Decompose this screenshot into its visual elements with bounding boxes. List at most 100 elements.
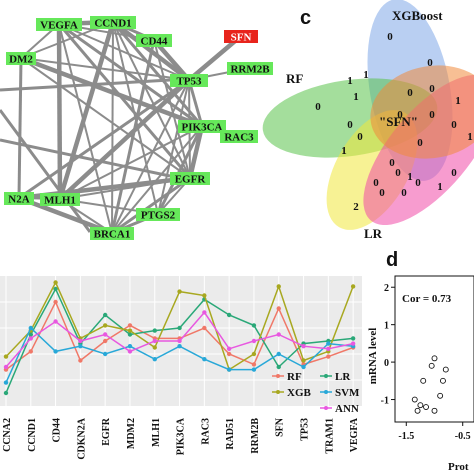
venn-region-value: 0 bbox=[347, 119, 353, 131]
line-series-point bbox=[326, 354, 331, 359]
line-series-point bbox=[226, 312, 232, 318]
network-edge-ccnd1-egfr bbox=[112, 21, 191, 179]
line-chart-x-tick: TP53 bbox=[300, 418, 311, 441]
network-node-box bbox=[136, 34, 172, 47]
network-node-label: EGFR bbox=[175, 174, 207, 186]
legend-swatch-dot bbox=[276, 374, 280, 378]
venn-region-value: 2 bbox=[353, 201, 359, 213]
line-series-point bbox=[177, 289, 182, 294]
network-node-box bbox=[90, 16, 136, 29]
line-series-point bbox=[102, 338, 108, 344]
venn-ellipses bbox=[262, 0, 474, 230]
network-node-label: VEGFA bbox=[40, 20, 78, 32]
line-series-point bbox=[202, 357, 207, 362]
line-series-point bbox=[251, 351, 257, 357]
legend-swatch-dot bbox=[324, 406, 328, 410]
line-series-point bbox=[276, 332, 281, 337]
venn-region-value: 0 bbox=[429, 83, 435, 95]
venn-region-value: 1 bbox=[363, 69, 369, 81]
line-series-point bbox=[326, 346, 331, 351]
venn-region-value: 0 bbox=[451, 167, 457, 179]
line-series-point bbox=[226, 367, 232, 372]
scatter-chart: d Cor = 0.73 2 1 0 -1 -1.5 -0.5 mRNA level P… bbox=[367, 249, 474, 473]
line-series-point bbox=[53, 280, 58, 285]
line-chart-legend: RF LR XGB SVM ANN bbox=[272, 371, 360, 415]
line-chart-x-tick: CCND1 bbox=[27, 418, 38, 452]
legend-label: SVM bbox=[335, 387, 360, 399]
venn-region-value: 1 bbox=[455, 95, 461, 107]
venn-region-value: 0 bbox=[401, 187, 407, 199]
network-edge-vegfa-egfr bbox=[57, 23, 192, 179]
network-edge-tp53-ptgs2 bbox=[157, 79, 190, 215]
line-series-point bbox=[276, 284, 281, 289]
legend-entry-lr: LR bbox=[320, 371, 351, 383]
line-series-point bbox=[301, 344, 306, 349]
network-node-box bbox=[40, 193, 80, 206]
line-series-point bbox=[28, 325, 33, 331]
line-series-point bbox=[152, 345, 157, 350]
network-node-label: CD44 bbox=[141, 36, 168, 48]
scatter-y-tick: 1 bbox=[384, 321, 389, 332]
line-chart-x-tick: SFN bbox=[275, 417, 286, 437]
network-edge-tp53-pik3ca bbox=[187, 79, 204, 127]
legend-swatch-dot bbox=[276, 390, 280, 394]
line-series-point bbox=[152, 328, 157, 333]
line-series-point bbox=[251, 323, 257, 328]
line-series-point bbox=[202, 293, 207, 298]
venn-region-value: 1 bbox=[347, 75, 353, 87]
legend-entry-xgb: XGB bbox=[272, 387, 312, 399]
scatter-point bbox=[437, 392, 444, 399]
line-chart-series bbox=[3, 280, 356, 396]
network-edge-vegfa-pik3ca bbox=[58, 22, 203, 128]
network-node-box bbox=[227, 62, 273, 75]
legend-entry-svm: SVM bbox=[320, 387, 360, 399]
network-node-box bbox=[136, 208, 180, 221]
network-edge-pik3ca-mlh1 bbox=[59, 125, 203, 200]
scatter-x-axis-label: Prot bbox=[448, 461, 469, 473]
line-series-rf bbox=[3, 299, 356, 372]
venn-region-value: 0 bbox=[417, 137, 423, 149]
line-series-point bbox=[53, 299, 58, 305]
line-chart-x-tick: RAC3 bbox=[200, 418, 211, 445]
legend-label: XGB bbox=[287, 387, 312, 399]
line-series-point bbox=[102, 332, 108, 337]
network-node-rac3: RAC3 bbox=[220, 130, 258, 144]
venn-region-value: 0 bbox=[407, 87, 413, 99]
line-series-point bbox=[53, 286, 58, 292]
line-series-point bbox=[177, 338, 182, 344]
venn-set-label-lr: LR bbox=[364, 226, 383, 241]
scatter-points bbox=[411, 355, 449, 414]
network-edge-vegfa-mlh1 bbox=[56, 23, 63, 200]
network-node-label: TP53 bbox=[176, 76, 202, 88]
network-edge-ccnd1-mlh1 bbox=[57, 21, 116, 200]
scatter-point bbox=[411, 396, 418, 403]
legend-label: LR bbox=[335, 371, 351, 383]
line-series-point bbox=[102, 312, 108, 318]
line-series-point bbox=[226, 346, 232, 351]
line-series-point bbox=[276, 364, 281, 370]
network-edge-pik3ca-egfr bbox=[187, 125, 205, 179]
line-series-point bbox=[177, 325, 182, 331]
line-chart-x-tick: CDKN2A bbox=[76, 417, 87, 459]
network-node-egfr: EGFR bbox=[170, 172, 210, 186]
line-chart-grid bbox=[0, 276, 362, 406]
network-node-box bbox=[178, 120, 226, 133]
scatter-point bbox=[440, 377, 446, 384]
scatter-point bbox=[423, 404, 429, 410]
network-node-box bbox=[36, 18, 82, 31]
network-edge-tp53-brca1 bbox=[111, 79, 190, 234]
line-series-point bbox=[3, 390, 9, 396]
network-edge-ccnd1-pik3ca bbox=[111, 21, 204, 127]
line-series-point bbox=[78, 344, 83, 349]
venn-set-label-rf: RF bbox=[286, 71, 303, 86]
scatter-annotation: Cor = 0.73 bbox=[402, 293, 452, 305]
scatter-point bbox=[414, 407, 421, 414]
network-node-box bbox=[90, 227, 134, 240]
line-chart-x-tick: MDM2 bbox=[126, 418, 137, 449]
network-node-box bbox=[170, 172, 210, 185]
network-edge-offpanel-0 bbox=[0, 78, 171, 92]
line-series-point bbox=[53, 319, 58, 324]
